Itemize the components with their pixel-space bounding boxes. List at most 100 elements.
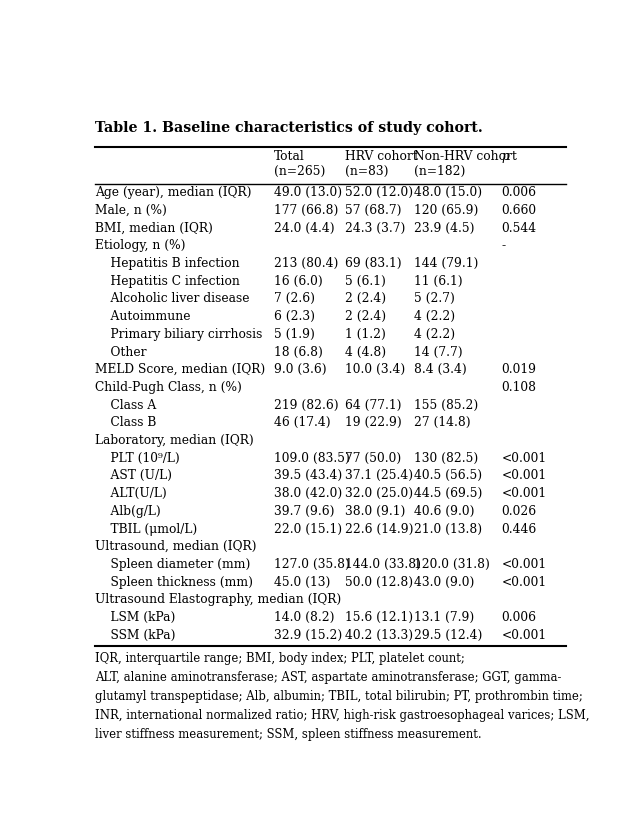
Text: 16 (6.0): 16 (6.0): [274, 275, 323, 287]
Text: 130 (82.5): 130 (82.5): [415, 452, 479, 465]
Text: 38.0 (42.0): 38.0 (42.0): [274, 487, 342, 500]
Text: LSM (kPa): LSM (kPa): [95, 611, 175, 624]
Text: Etiology, n (%): Etiology, n (%): [95, 239, 186, 252]
Text: 14 (7.7): 14 (7.7): [415, 346, 463, 359]
Text: 19 (22.9): 19 (22.9): [345, 416, 401, 429]
Text: Male, n (%): Male, n (%): [95, 204, 167, 217]
Text: <0.001: <0.001: [502, 452, 547, 465]
Text: 37.1 (25.4): 37.1 (25.4): [345, 470, 413, 483]
Text: 0.446: 0.446: [502, 522, 537, 535]
Text: 144.0 (33.8): 144.0 (33.8): [345, 558, 420, 571]
Text: 5 (2.7): 5 (2.7): [415, 292, 455, 305]
Text: 1 (1.2): 1 (1.2): [345, 328, 386, 341]
Text: Laboratory, median (IQR): Laboratory, median (IQR): [95, 434, 253, 447]
Text: 40.6 (9.0): 40.6 (9.0): [415, 505, 475, 518]
Text: -: -: [502, 239, 506, 252]
Text: 39.5 (43.4): 39.5 (43.4): [274, 470, 342, 483]
Text: 213 (80.4): 213 (80.4): [274, 257, 339, 270]
Text: 5 (6.1): 5 (6.1): [345, 275, 386, 287]
Text: 8.4 (3.4): 8.4 (3.4): [415, 363, 467, 376]
Text: SSM (kPa): SSM (kPa): [95, 629, 175, 642]
Text: p: p: [502, 149, 509, 163]
Text: INR, international normalized ratio; HRV, high-risk gastroesophageal varices; LS: INR, international normalized ratio; HRV…: [95, 709, 589, 722]
Text: 6 (2.3): 6 (2.3): [274, 310, 315, 323]
Text: Age (year), median (IQR): Age (year), median (IQR): [95, 186, 252, 200]
Text: 120.0 (31.8): 120.0 (31.8): [415, 558, 490, 571]
Text: 0.660: 0.660: [502, 204, 537, 217]
Text: 23.9 (4.5): 23.9 (4.5): [415, 222, 475, 235]
Text: 40.5 (56.5): 40.5 (56.5): [415, 470, 483, 483]
Text: 0.019: 0.019: [502, 363, 537, 376]
Text: 2 (2.4): 2 (2.4): [345, 310, 386, 323]
Text: 29.5 (12.4): 29.5 (12.4): [415, 629, 483, 642]
Text: 109.0 (83.5): 109.0 (83.5): [274, 452, 350, 465]
Text: 21.0 (13.8): 21.0 (13.8): [415, 522, 483, 535]
Text: Other: Other: [95, 346, 147, 359]
Text: TBIL (μmol/L): TBIL (μmol/L): [95, 522, 197, 535]
Text: 39.7 (9.6): 39.7 (9.6): [274, 505, 335, 518]
Text: 127.0 (35.8): 127.0 (35.8): [274, 558, 350, 571]
Text: 177 (66.8): 177 (66.8): [274, 204, 339, 217]
Text: 15.6 (12.1): 15.6 (12.1): [345, 611, 413, 624]
Text: <0.001: <0.001: [502, 629, 547, 642]
Text: Alb(g/L): Alb(g/L): [95, 505, 161, 518]
Text: 144 (79.1): 144 (79.1): [415, 257, 479, 270]
Text: 0.006: 0.006: [502, 611, 537, 624]
Text: glutamyl transpeptidase; Alb, albumin; TBIL, total bilirubin; PT, prothrombin ti: glutamyl transpeptidase; Alb, albumin; T…: [95, 690, 582, 704]
Text: liver stiffness measurement; SSM, spleen stiffness measurement.: liver stiffness measurement; SSM, spleen…: [95, 728, 481, 741]
Text: 9.0 (3.6): 9.0 (3.6): [274, 363, 326, 376]
Text: 57 (68.7): 57 (68.7): [345, 204, 401, 217]
Text: Total
(n=265): Total (n=265): [274, 149, 325, 177]
Text: ALT(U/L): ALT(U/L): [95, 487, 166, 500]
Text: 40.2 (13.3): 40.2 (13.3): [345, 629, 413, 642]
Text: 48.0 (15.0): 48.0 (15.0): [415, 186, 483, 200]
Text: <0.001: <0.001: [502, 576, 547, 589]
Text: AST (U/L): AST (U/L): [95, 470, 172, 483]
Text: Ultrasound Elastography, median (IQR): Ultrasound Elastography, median (IQR): [95, 594, 341, 607]
Text: 155 (85.2): 155 (85.2): [415, 399, 479, 411]
Text: Non-HRV cohort
(n=182): Non-HRV cohort (n=182): [415, 149, 517, 177]
Text: 0.006: 0.006: [502, 186, 537, 200]
Text: ALT, alanine aminotransferase; AST, aspartate aminotransferase; GGT, gamma-: ALT, alanine aminotransferase; AST, aspa…: [95, 672, 561, 684]
Text: 14.0 (8.2): 14.0 (8.2): [274, 611, 335, 624]
Text: 13.1 (7.9): 13.1 (7.9): [415, 611, 475, 624]
Text: 120 (65.9): 120 (65.9): [415, 204, 479, 217]
Text: 22.0 (15.1): 22.0 (15.1): [274, 522, 342, 535]
Text: 77 (50.0): 77 (50.0): [345, 452, 401, 465]
Text: Alcoholic liver disease: Alcoholic liver disease: [95, 292, 250, 305]
Text: 7 (2.6): 7 (2.6): [274, 292, 315, 305]
Text: 38.0 (9.1): 38.0 (9.1): [345, 505, 405, 518]
Text: 46 (17.4): 46 (17.4): [274, 416, 331, 429]
Text: Hepatitis C infection: Hepatitis C infection: [95, 275, 240, 287]
Text: 24.0 (4.4): 24.0 (4.4): [274, 222, 335, 235]
Text: 2 (2.4): 2 (2.4): [345, 292, 386, 305]
Text: 22.6 (14.9): 22.6 (14.9): [345, 522, 413, 535]
Text: 219 (82.6): 219 (82.6): [274, 399, 339, 411]
Text: 4 (4.8): 4 (4.8): [345, 346, 386, 359]
Text: <0.001: <0.001: [502, 470, 547, 483]
Text: IQR, interquartile range; BMI, body index; PLT, platelet count;: IQR, interquartile range; BMI, body inde…: [95, 653, 465, 665]
Text: 0.108: 0.108: [502, 381, 537, 394]
Text: Class B: Class B: [95, 416, 156, 429]
Text: 27 (14.8): 27 (14.8): [415, 416, 471, 429]
Text: 69 (83.1): 69 (83.1): [345, 257, 401, 270]
Text: Primary biliary cirrhosis: Primary biliary cirrhosis: [95, 328, 262, 341]
Text: Class A: Class A: [95, 399, 156, 411]
Text: 4 (2.2): 4 (2.2): [415, 310, 456, 323]
Text: <0.001: <0.001: [502, 487, 547, 500]
Text: 64 (77.1): 64 (77.1): [345, 399, 401, 411]
Text: 43.0 (9.0): 43.0 (9.0): [415, 576, 475, 589]
Text: Table 1. Baseline characteristics of study cohort.: Table 1. Baseline characteristics of stu…: [95, 121, 483, 135]
Text: 4 (2.2): 4 (2.2): [415, 328, 456, 341]
Text: 10.0 (3.4): 10.0 (3.4): [345, 363, 405, 376]
Text: BMI, median (IQR): BMI, median (IQR): [95, 222, 212, 235]
Text: Autoimmune: Autoimmune: [95, 310, 190, 323]
Text: 0.544: 0.544: [502, 222, 537, 235]
Text: 50.0 (12.8): 50.0 (12.8): [345, 576, 413, 589]
Text: Hepatitis B infection: Hepatitis B infection: [95, 257, 239, 270]
Text: 18 (6.8): 18 (6.8): [274, 346, 323, 359]
Text: 32.9 (15.2): 32.9 (15.2): [274, 629, 342, 642]
Text: Child-Pugh Class, n (%): Child-Pugh Class, n (%): [95, 381, 242, 394]
Text: Spleen diameter (mm): Spleen diameter (mm): [95, 558, 250, 571]
Text: 49.0 (13.0): 49.0 (13.0): [274, 186, 342, 200]
